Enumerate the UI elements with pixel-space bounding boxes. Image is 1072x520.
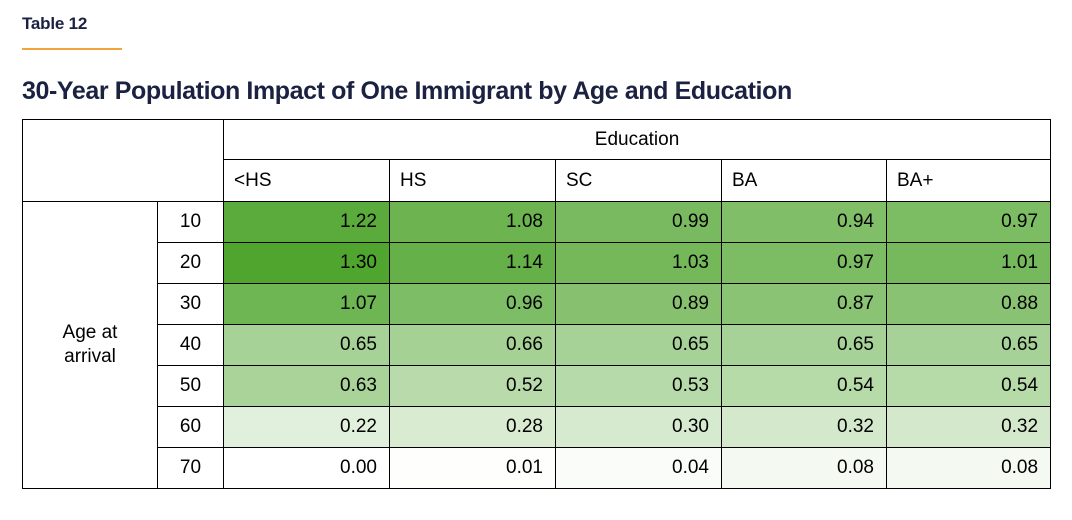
value-cell: 0.53 — [555, 365, 722, 407]
row-group-label: Age at arrival — [22, 201, 158, 489]
value-cell: 0.22 — [223, 406, 390, 448]
value-cell: 0.08 — [721, 447, 887, 489]
table-row-age-20: 20 1.30 1.14 1.03 0.97 1.01 — [23, 242, 1052, 284]
value-cell: 0.32 — [721, 406, 887, 448]
value-cell: 0.99 — [555, 201, 722, 243]
value-cell: 0.32 — [885, 406, 1052, 448]
age-cell-70: 70 — [157, 447, 224, 489]
value-cell: 0.94 — [721, 201, 887, 243]
column-header-hs: <HS — [223, 159, 390, 202]
value-cell: 0.28 — [389, 406, 556, 448]
corner-cell — [22, 119, 224, 202]
page-title: 30-Year Population Impact of One Immigra… — [22, 77, 792, 105]
column-header-hs: HS — [389, 159, 556, 202]
value-cell: 0.30 — [555, 406, 722, 448]
value-cell: 1.30 — [223, 242, 390, 284]
column-header-ba: BA — [721, 159, 887, 202]
age-cell-10: 10 — [157, 201, 224, 243]
value-cell: 0.66 — [389, 324, 556, 366]
value-cell: 0.54 — [885, 365, 1052, 407]
age-cell-20: 20 — [157, 242, 224, 284]
value-cell: 1.14 — [389, 242, 556, 284]
value-cell: 1.03 — [555, 242, 722, 284]
table-row-age-70: 70 0.00 0.01 0.04 0.08 0.08 — [23, 447, 1052, 489]
value-cell: 0.00 — [223, 447, 390, 489]
value-cell: 0.96 — [389, 283, 556, 325]
value-cell: 1.22 — [223, 201, 390, 243]
value-cell: 0.01 — [389, 447, 556, 489]
value-cell: 1.01 — [885, 242, 1052, 284]
value-cell: 0.97 — [721, 242, 887, 284]
value-cell: 0.63 — [223, 365, 390, 407]
value-cell: 0.87 — [721, 283, 887, 325]
value-cell: 0.89 — [555, 283, 722, 325]
value-cell: 0.65 — [555, 324, 722, 366]
age-cell-30: 30 — [157, 283, 224, 325]
column-header-ba: BA+ — [885, 159, 1052, 202]
value-cell: 0.65 — [223, 324, 390, 366]
table-row-age-10: Age at arrival 10 1.22 1.08 0.99 0.94 0.97 — [22, 201, 1052, 489]
table-row-age-60: 60 0.22 0.28 0.30 0.32 0.32 — [23, 406, 1052, 448]
value-cell: 0.08 — [885, 447, 1052, 489]
table-row-age-30: 30 1.07 0.96 0.89 0.87 0.88 — [23, 283, 1052, 325]
table-label: Table 12 — [22, 14, 88, 33]
age-cell-60: 60 — [157, 406, 224, 448]
value-cell: 0.65 — [721, 324, 887, 366]
table-row-age-40: 40 0.65 0.66 0.65 0.65 0.65 — [23, 324, 1052, 366]
education-group-row: Education — [22, 119, 1052, 202]
table-row-age-50: 50 0.63 0.52 0.53 0.54 0.54 — [23, 365, 1052, 407]
column-header-row: <HS HS SC BA BA+ — [23, 159, 1052, 202]
impact-heatmap-table: Education <HS HS SC BA BA+ Age at arrival 10 1… — [22, 119, 1052, 489]
value-cell: 0.54 — [721, 365, 887, 407]
value-cell: 0.04 — [555, 447, 722, 489]
page: Table 12 30-Year Population Impact of On… — [22, 14, 1052, 489]
education-group-header: Education — [222, 119, 1052, 160]
value-cell: 0.88 — [885, 283, 1052, 325]
column-header-sc: SC — [555, 159, 722, 202]
value-cell: 0.52 — [389, 365, 556, 407]
value-cell: 0.97 — [885, 201, 1052, 243]
value-cell: 0.65 — [885, 324, 1052, 366]
age-cell-40: 40 — [157, 324, 224, 366]
age-cell-50: 50 — [157, 365, 224, 407]
value-cell: 1.08 — [389, 201, 556, 243]
accent-underline — [22, 48, 122, 50]
value-cell: 1.07 — [223, 283, 390, 325]
